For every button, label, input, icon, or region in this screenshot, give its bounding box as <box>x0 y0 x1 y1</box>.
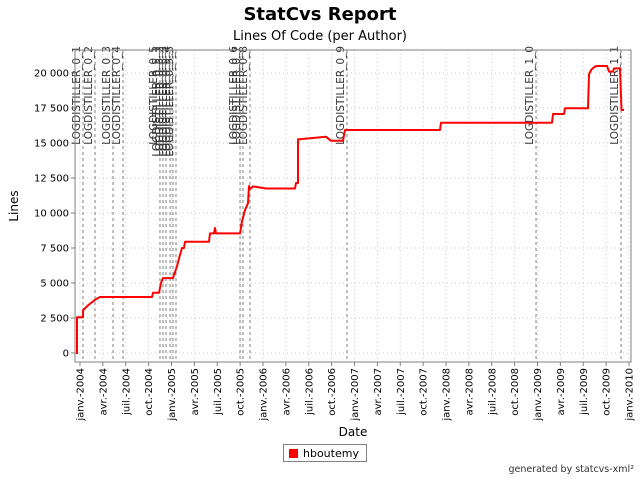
x-tick-label: juil.-2008 <box>487 368 498 416</box>
y-tick-label: 2 500 <box>40 314 69 325</box>
x-tick-label: juil.-2005 <box>213 368 224 416</box>
release-marker-label: LOGDISTILLER_0_1 <box>71 46 83 145</box>
y-tick-label: 12 500 <box>34 174 69 185</box>
x-tick-label: janv.-2008 <box>442 368 453 422</box>
release-marker-label: LOGDISTILLER_0_3 <box>101 46 113 145</box>
release-marker-label: LOGDISTILLER_0_5 <box>148 46 160 145</box>
release-marker-label: LOGDISTILLER_0_9 <box>335 46 347 145</box>
report-title: StatCvs Report <box>243 4 397 25</box>
release-marker-label: LOGDISTILLER_0_6 <box>228 46 240 145</box>
release-marker-label: LOGDISTILLER_0_5_3 <box>158 46 170 157</box>
x-tick-label: oct.-2007 <box>419 368 430 416</box>
release-marker-label: LOGDISTILLER_0_5_5 <box>164 46 176 157</box>
x-tick-label: oct.-2005 <box>236 368 247 416</box>
x-tick-label: oct.-2006 <box>327 368 338 416</box>
y-tick-label: 0 <box>63 349 69 360</box>
release-marker-label: LOGDISTILLER_0_5_4 <box>161 46 173 157</box>
plot-border <box>74 49 632 363</box>
y-tick-label: 10 000 <box>34 209 69 220</box>
chart-subtitle: Lines Of Code (per Author) <box>233 29 407 44</box>
release-marker-label: LOGDISTILLER_0_2 <box>83 46 95 145</box>
y-tick-label: 15 000 <box>34 139 69 150</box>
x-tick-label: janv.-2005 <box>167 368 178 422</box>
y-tick-label: 17 500 <box>34 104 69 115</box>
release-marker-label: LOGDISTILLER_1_0 <box>524 46 536 145</box>
x-tick-label: avr.-2009 <box>556 368 567 415</box>
x-tick-label: juil.-2006 <box>304 368 315 416</box>
series-hboutemy <box>76 65 624 354</box>
release-marker-label: LOGDISTILLER_0_7 <box>231 46 243 145</box>
x-tick-label: avr.-2004 <box>98 368 109 415</box>
x-tick-label: oct.-2008 <box>510 368 521 416</box>
y-tick-label: 5 000 <box>40 279 69 290</box>
release-marker-label: LOGDISTILLER_0_4 <box>111 46 123 145</box>
x-tick-label: janv.-2006 <box>259 368 270 422</box>
y-tick-label: 20 000 <box>34 69 69 80</box>
release-marker-label: LOGDISTILLER_0_8 <box>238 46 250 145</box>
x-tick-label: avr.-2005 <box>190 368 201 415</box>
y-tick-label: 7 500 <box>40 244 69 255</box>
release-marker-label: LOGDISTILLER_1_1 <box>609 46 621 145</box>
x-tick-label: avr.-2007 <box>373 368 384 415</box>
x-tick-label: janv.-2004 <box>76 368 87 422</box>
x-tick-label: avr.-2008 <box>464 368 475 415</box>
x-tick-label: oct.-2004 <box>144 368 155 416</box>
x-tick-label: juil.-2004 <box>121 368 132 416</box>
x-tick-label: janv.-2007 <box>350 368 361 422</box>
x-tick-label: janv.-2010 <box>625 368 636 422</box>
x-tick-label: juil.-2007 <box>396 368 407 416</box>
legend-series-label: hboutemy <box>303 446 359 460</box>
x-tick-label: juil.-2009 <box>579 368 590 416</box>
legend-color-swatch <box>289 448 298 458</box>
x-tick-label: avr.-2006 <box>281 368 292 415</box>
release-marker-label: LOGDISTILLER_0_5_1 <box>151 46 163 157</box>
release-marker-label: LOGDISTILLER_0_5_2 <box>154 46 166 157</box>
credit-line: generated by statcvs-xml² <box>508 464 634 475</box>
legend: hboutemy <box>283 444 367 462</box>
x-tick-label: oct.-2009 <box>602 368 613 416</box>
x-tick-label: janv.-2009 <box>533 368 544 422</box>
x-axis-title: Date <box>338 425 368 439</box>
